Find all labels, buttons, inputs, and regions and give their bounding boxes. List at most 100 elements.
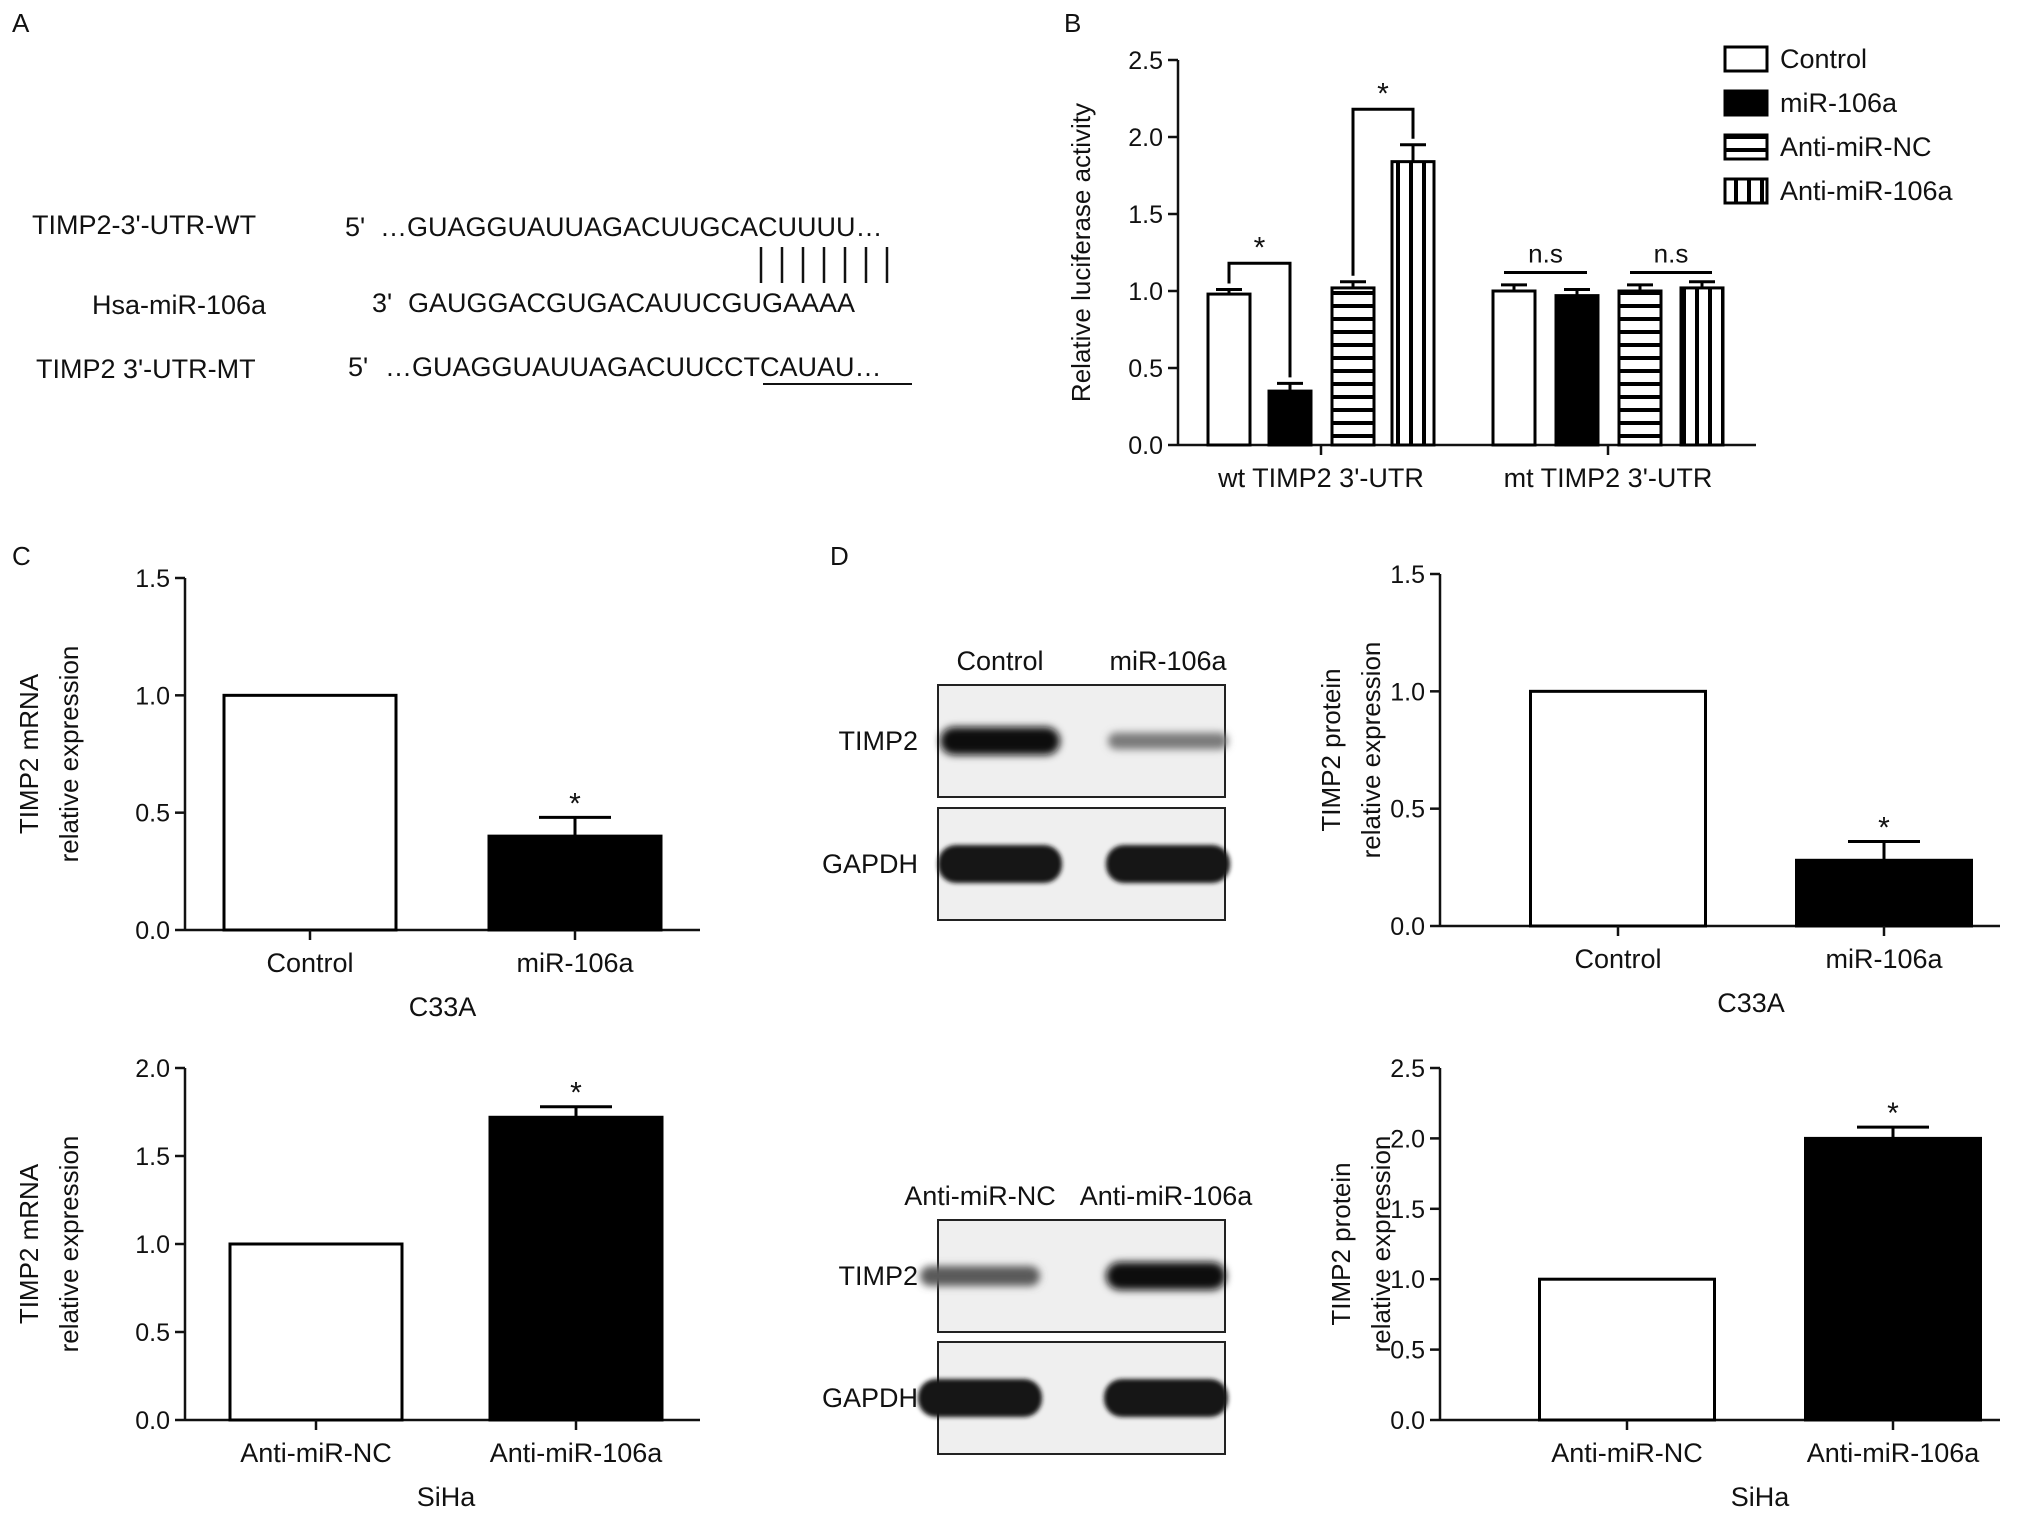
lane-label: Control bbox=[956, 646, 1043, 676]
y-tick-label: 2.0 bbox=[1128, 124, 1163, 152]
protein-band-timp2 bbox=[920, 1266, 1040, 1286]
protein-band-gapdh bbox=[1104, 1379, 1228, 1417]
y-axis-title-line2: relative expression bbox=[54, 1136, 84, 1353]
x-tick-label: Anti-miR-106a bbox=[1807, 1438, 1981, 1468]
y-tick-label: 2.5 bbox=[1390, 1055, 1425, 1083]
panel-letter-b: B bbox=[1064, 8, 1081, 38]
significance-mark: * bbox=[569, 787, 581, 820]
legend-swatch bbox=[1725, 47, 1767, 71]
y-axis-title-line2: relative expression bbox=[1366, 1136, 1396, 1353]
protein-band-gapdh bbox=[918, 1379, 1042, 1417]
band-label-timp2: TIMP2 bbox=[838, 726, 918, 756]
y-tick-label: 1.5 bbox=[1128, 201, 1163, 229]
significance-mark: * bbox=[570, 1077, 582, 1110]
significance-mark: n.s bbox=[1528, 239, 1563, 269]
y-tick-label: 1.5 bbox=[135, 1143, 170, 1171]
panel-letter-c: C bbox=[12, 541, 31, 571]
significance-mark: * bbox=[1887, 1097, 1899, 1130]
y-tick-label: 1.5 bbox=[1390, 561, 1425, 589]
bar bbox=[224, 695, 396, 930]
x-axis-title: SiHa bbox=[417, 1482, 477, 1512]
western-blot-siha: Anti-miR-NC Anti-miR-106a TIMP2 GAPDH bbox=[822, 1181, 1253, 1454]
wt-utr-label: TIMP2-3'-UTR-WT bbox=[32, 210, 256, 240]
x-tick-label: mt TIMP2 3'-UTR bbox=[1504, 463, 1713, 493]
significance-mark: * bbox=[1254, 231, 1266, 264]
x-axis-title: C33A bbox=[409, 992, 477, 1022]
pairing-lines bbox=[761, 247, 887, 283]
significance-mark: * bbox=[1377, 77, 1389, 110]
bar bbox=[1806, 1138, 1981, 1420]
protein-band-gapdh bbox=[1106, 845, 1230, 883]
x-tick-label: Anti-miR-NC bbox=[240, 1438, 392, 1468]
luciferase-chart: 0.0 0.5 1.0 1.5 2.0 2.5 * * n.s n.s wt TIMP2 3'-UT… bbox=[1066, 44, 1954, 493]
legend-label: Anti-miR-106a bbox=[1780, 176, 1954, 206]
bar bbox=[1493, 291, 1535, 445]
bar bbox=[489, 836, 661, 930]
protein-band-gapdh bbox=[938, 845, 1062, 883]
y-tick-label: 0.5 bbox=[1128, 355, 1163, 383]
mt-utr-label: TIMP2 3'-UTR-MT bbox=[36, 354, 256, 384]
lane-label: Anti-miR-106a bbox=[1080, 1181, 1254, 1211]
y-tick-label: 1.0 bbox=[135, 1231, 170, 1259]
y-tick-label: 0.5 bbox=[1390, 796, 1425, 824]
x-axis-title: SiHa bbox=[1731, 1482, 1791, 1512]
x-tick-label: wt TIMP2 3'-UTR bbox=[1217, 463, 1424, 493]
y-tick-label: 1.0 bbox=[1390, 678, 1425, 706]
protein-siha-chart: 0.0 0.5 1.0 1.5 2.0 2.5 Anti-miR-NC * Anti-miR-1… bbox=[1326, 1055, 2000, 1512]
y-axis-title-line2: relative expression bbox=[54, 646, 84, 863]
y-axis-title: Relative luciferase activity bbox=[1066, 103, 1096, 402]
y-tick-label: 0.5 bbox=[135, 800, 170, 828]
bar bbox=[1540, 1279, 1715, 1420]
y-tick-label: 0.5 bbox=[135, 1319, 170, 1347]
y-axis-title-line1: TIMP2 protein bbox=[1326, 1162, 1356, 1325]
bar bbox=[1208, 294, 1250, 445]
y-tick-label: 0.0 bbox=[1128, 432, 1163, 460]
mrna-c33a-chart: 0.0 0.5 1.0 1.5 Control * miR-106a C33A TIMP2 mR… bbox=[14, 565, 700, 1022]
y-tick-label: 0.0 bbox=[135, 917, 170, 945]
legend-swatch bbox=[1725, 179, 1767, 203]
protein-band-timp2 bbox=[1108, 733, 1228, 750]
mt-utr-sequence: …GUAGGUAUUAGACUUCCTCAUAU… bbox=[385, 352, 882, 382]
mirna-sequence: GAUGGACGUGACAUUCGUGAAAA bbox=[408, 288, 855, 318]
band-label-timp2: TIMP2 bbox=[838, 1261, 918, 1291]
y-tick-label: 1.0 bbox=[1128, 278, 1163, 306]
y-axis-title-line1: TIMP2 protein bbox=[1316, 668, 1346, 831]
sequence-alignment: TIMP2-3'-UTR-WT 5' …GUAGGUAUUAGACUUGCACU… bbox=[32, 210, 912, 384]
y-tick-label: 1.5 bbox=[135, 565, 170, 593]
legend-swatch bbox=[1725, 91, 1767, 115]
band-label-gapdh: GAPDH bbox=[822, 1383, 918, 1413]
mirna-prefix: 3' bbox=[372, 288, 392, 318]
y-tick-label: 0.0 bbox=[135, 1407, 170, 1435]
wt-utr-sequence: …GUAGGUAUUAGACUUGCACUUUU… bbox=[380, 212, 883, 242]
legend-label: Control bbox=[1780, 44, 1867, 74]
y-axis-title-line1: TIMP2 mRNA bbox=[14, 1163, 44, 1324]
protein-band-timp2 bbox=[940, 727, 1060, 755]
y-tick-label: 1.0 bbox=[135, 682, 170, 710]
bar bbox=[230, 1244, 402, 1420]
bar bbox=[1531, 691, 1706, 926]
x-tick-label: Anti-miR-106a bbox=[490, 1438, 664, 1468]
legend-swatch bbox=[1725, 135, 1767, 159]
x-tick-label: miR-106a bbox=[1825, 944, 1943, 974]
legend-label: miR-106a bbox=[1780, 88, 1898, 118]
significance-mark: n.s bbox=[1654, 239, 1689, 269]
panel-letter-a: A bbox=[12, 8, 30, 38]
bar bbox=[1797, 860, 1972, 926]
bar bbox=[490, 1117, 662, 1420]
y-axis-title-line1: TIMP2 mRNA bbox=[14, 673, 44, 834]
legend-label: Anti-miR-NC bbox=[1780, 132, 1932, 162]
bar bbox=[1392, 162, 1434, 445]
bar bbox=[1269, 391, 1311, 445]
x-tick-label: Control bbox=[266, 948, 353, 978]
band-label-gapdh: GAPDH bbox=[822, 849, 918, 879]
y-axis-title-line2: relative expression bbox=[1356, 642, 1386, 859]
bar bbox=[1619, 291, 1661, 445]
lane-label: miR-106a bbox=[1109, 646, 1227, 676]
protein-band-timp2 bbox=[1106, 1262, 1226, 1290]
bar bbox=[1556, 296, 1598, 445]
western-blot-c33a: Control miR-106a TIMP2 GAPDH bbox=[822, 646, 1230, 920]
y-tick-label: 2.5 bbox=[1128, 47, 1163, 75]
wt-utr-prefix: 5' bbox=[345, 212, 365, 242]
x-axis-title: C33A bbox=[1717, 988, 1785, 1018]
